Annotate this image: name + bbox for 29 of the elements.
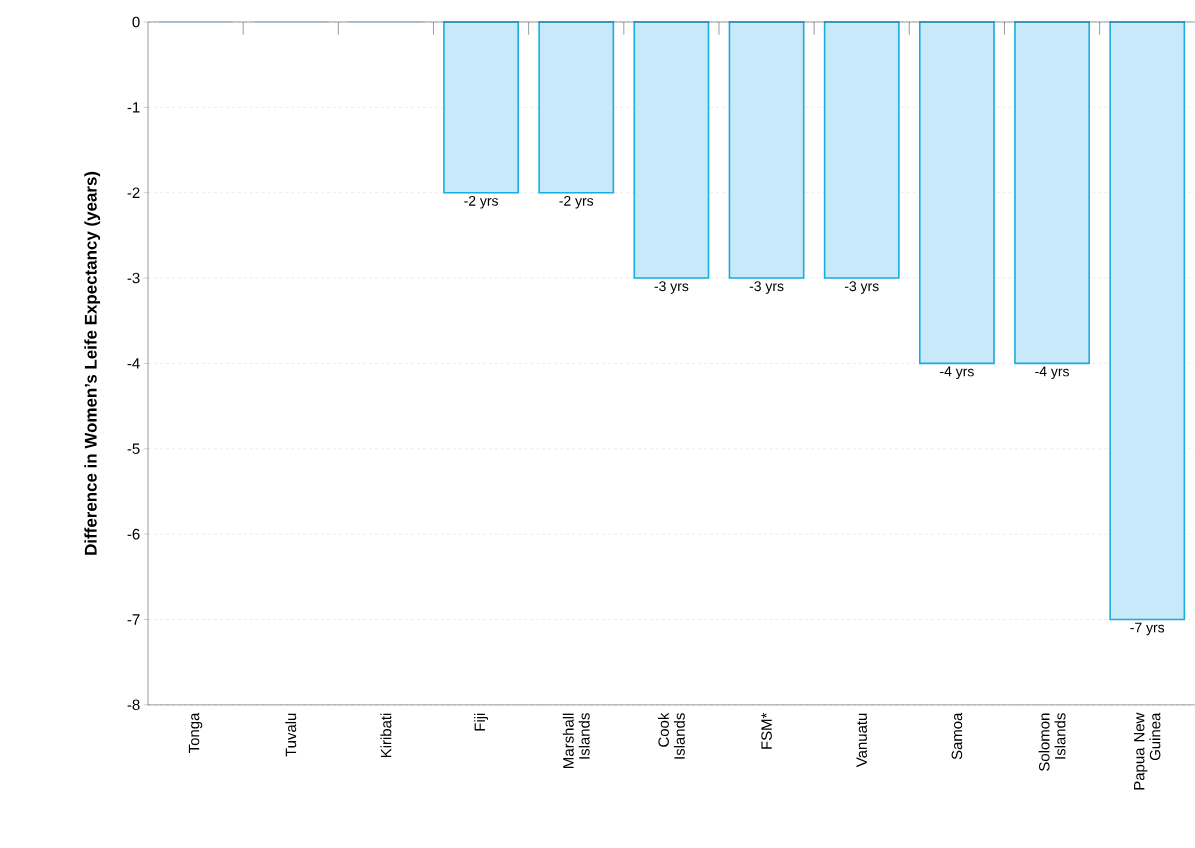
x-tick-label: Tuvalu (285, 713, 297, 757)
y-tick-label: 0 (132, 16, 140, 28)
x-tick-label: Vanuatu (856, 713, 867, 768)
x-tick-label: Tonga (188, 712, 203, 754)
data-label: -2 yrs (464, 195, 498, 209)
data-label: -4 yrs (1035, 366, 1069, 380)
y-tick-label: -2 (127, 187, 140, 198)
x-tick-label: Papua New Guinea (1134, 712, 1161, 790)
y-tick-label: -5 (127, 443, 140, 455)
x-tick-label: Solomon Islands (1038, 713, 1066, 772)
y-tick-label: -7 (127, 614, 140, 625)
data-label: -3 yrs (844, 281, 879, 294)
x-tick-label: Cook Islands (657, 712, 685, 759)
y-tick-label: -1 (127, 102, 140, 113)
x-tick-label: FSM* (761, 712, 772, 749)
y-axis-title: Difference in Women’s Leife Expectancy (years) (84, 171, 101, 555)
data-label: -7 yrs (1130, 622, 1165, 636)
y-tick-label: -8 (127, 699, 140, 711)
data-label: -4 yrs (940, 366, 974, 380)
x-tick-label: Kiribati (380, 713, 392, 758)
x-tick-label: Marshall Islands (562, 713, 590, 768)
y-tick-label: -3 (127, 272, 140, 284)
data-label: -2 yrs (559, 195, 594, 209)
data-label: -3 yrs (654, 281, 689, 294)
x-tick-label: Samoa (951, 712, 963, 760)
data-label: -3 yrs (749, 281, 784, 294)
y-tick-label: -4 (127, 358, 140, 369)
x-tick-label: Fiji (474, 713, 489, 731)
y-tick-label: -6 (127, 528, 140, 540)
